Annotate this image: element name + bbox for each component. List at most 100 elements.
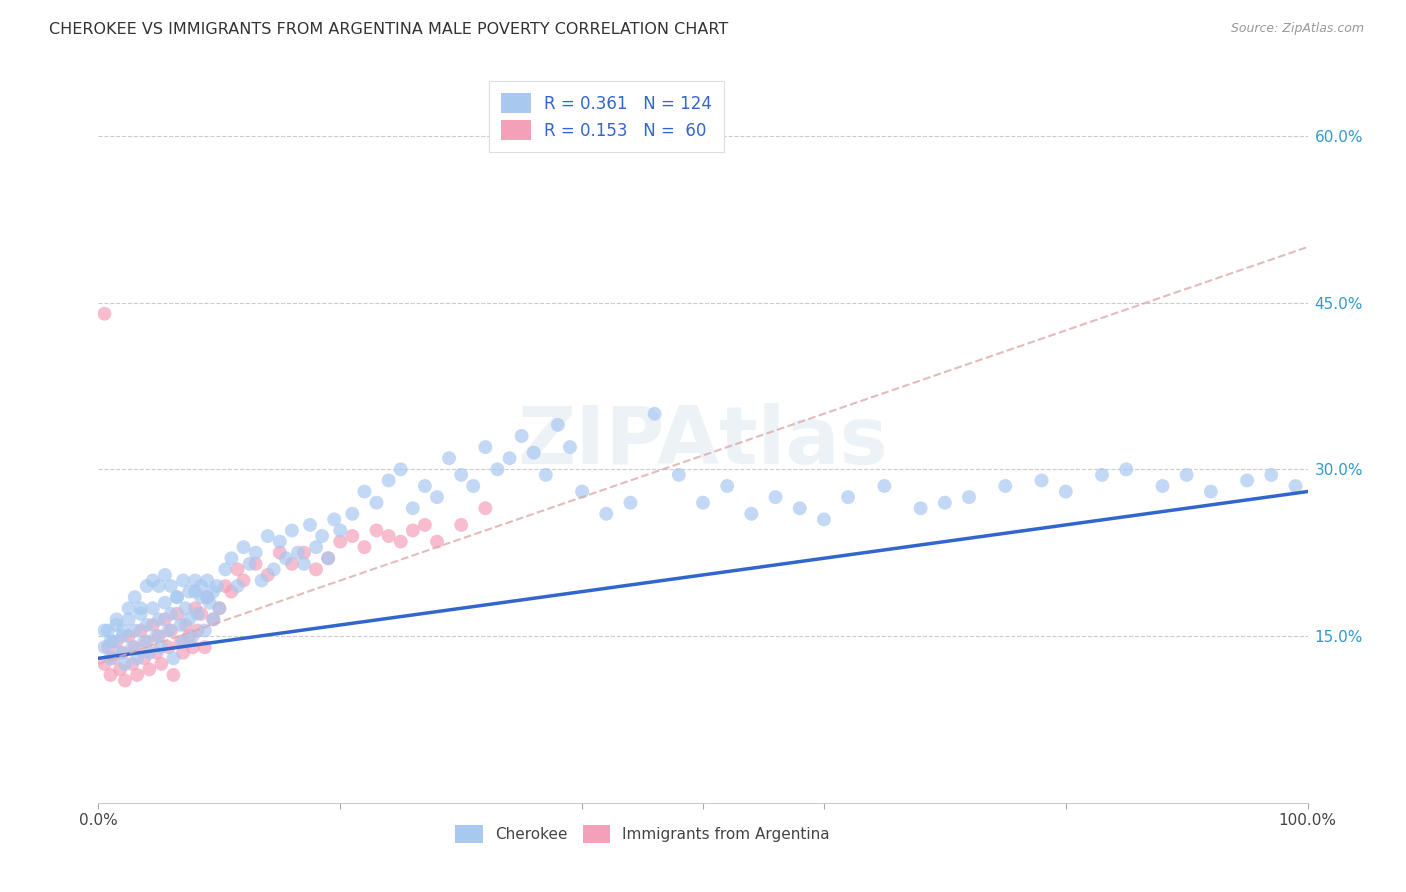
Point <box>194 624 217 638</box>
Point <box>129 607 152 621</box>
Point <box>281 557 304 571</box>
Point <box>281 524 304 538</box>
Point <box>402 524 425 538</box>
Point <box>498 451 520 466</box>
Legend: Cherokee, Immigrants from Argentina: Cherokee, Immigrants from Argentina <box>449 819 837 849</box>
Point <box>595 507 617 521</box>
Point <box>114 657 136 671</box>
Point <box>450 517 472 532</box>
Point <box>221 584 243 599</box>
Point <box>1091 467 1114 482</box>
Point <box>789 501 811 516</box>
Point <box>214 579 236 593</box>
Point <box>377 474 399 488</box>
Point <box>118 601 141 615</box>
Point <box>558 440 581 454</box>
Point <box>232 540 254 554</box>
Point <box>124 640 146 655</box>
Point <box>934 496 956 510</box>
Point <box>510 429 533 443</box>
Point <box>366 496 388 510</box>
Point <box>153 568 176 582</box>
Point <box>292 557 315 571</box>
Point <box>202 612 225 626</box>
Point <box>105 618 128 632</box>
Point <box>813 512 835 526</box>
Point <box>226 579 249 593</box>
Point <box>101 634 124 648</box>
Point <box>1031 474 1053 488</box>
Point <box>93 624 115 638</box>
Point <box>148 629 170 643</box>
Point <box>174 618 197 632</box>
Point <box>127 651 149 665</box>
Point <box>184 584 207 599</box>
Point <box>263 562 285 576</box>
Point <box>195 590 218 604</box>
Point <box>124 590 146 604</box>
Point <box>256 568 278 582</box>
Point <box>250 574 273 588</box>
Point <box>118 612 141 626</box>
Point <box>226 562 249 576</box>
Point <box>1115 462 1137 476</box>
Point <box>162 668 184 682</box>
Point <box>274 551 297 566</box>
Point <box>138 662 160 676</box>
Point <box>108 646 131 660</box>
Point <box>121 640 143 655</box>
Point <box>402 501 425 516</box>
Point <box>150 657 173 671</box>
Point <box>474 440 496 454</box>
Point <box>157 640 180 655</box>
Point <box>105 634 128 648</box>
Point <box>169 618 191 632</box>
Point <box>181 640 204 655</box>
Point <box>134 634 156 648</box>
Text: CHEROKEE VS IMMIGRANTS FROM ARGENTINA MALE POVERTY CORRELATION CHART: CHEROKEE VS IMMIGRANTS FROM ARGENTINA MA… <box>49 22 728 37</box>
Point <box>329 534 352 549</box>
Point <box>571 484 593 499</box>
Point <box>245 546 267 560</box>
Point <box>179 629 201 643</box>
Point <box>145 646 167 660</box>
Point <box>111 624 134 638</box>
Point <box>994 479 1017 493</box>
Point <box>142 574 165 588</box>
Point <box>377 529 399 543</box>
Point <box>245 557 267 571</box>
Point <box>150 640 173 655</box>
Point <box>198 596 221 610</box>
Point <box>148 579 170 593</box>
Point <box>134 651 156 665</box>
Point <box>1284 479 1306 493</box>
Point <box>172 574 194 588</box>
Point <box>523 445 546 459</box>
Point <box>299 517 322 532</box>
Point <box>162 651 184 665</box>
Point <box>166 607 188 621</box>
Point <box>239 557 262 571</box>
Point <box>166 590 188 604</box>
Point <box>305 540 328 554</box>
Point <box>547 417 569 432</box>
Point <box>269 546 291 560</box>
Point <box>202 584 225 599</box>
Point <box>100 668 122 682</box>
Point <box>172 634 194 648</box>
Point <box>187 624 209 638</box>
Point <box>389 462 412 476</box>
Point <box>305 562 328 576</box>
Point <box>208 601 231 615</box>
Point <box>323 512 346 526</box>
Point <box>135 634 157 648</box>
Point <box>160 624 183 638</box>
Point <box>145 629 167 643</box>
Point <box>342 529 364 543</box>
Point <box>190 579 212 593</box>
Point <box>97 640 120 655</box>
Text: ZIPAtlas: ZIPAtlas <box>517 402 889 481</box>
Point <box>1054 484 1077 499</box>
Point <box>329 524 352 538</box>
Point <box>389 534 412 549</box>
